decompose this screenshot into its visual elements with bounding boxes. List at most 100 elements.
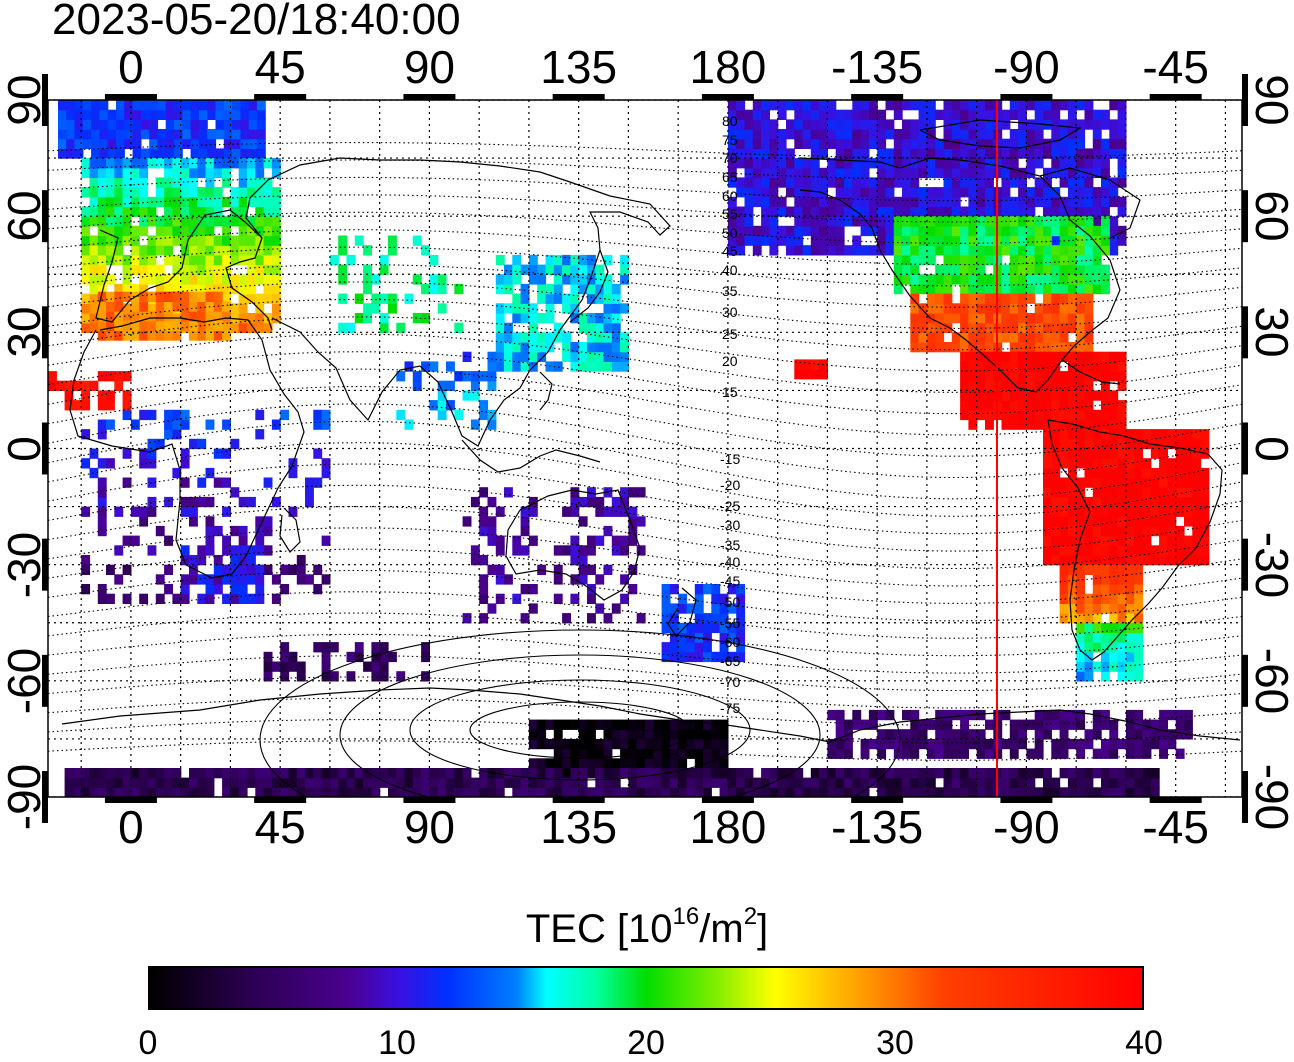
tec-cell [1026,787,1036,797]
tec-cell [827,748,837,759]
tec-cell [255,787,265,797]
tec-cell [64,400,74,411]
tec-cell [107,109,117,120]
tec-cell [694,738,704,750]
contour-label: -15 [720,451,740,467]
tec-cell [1142,458,1152,469]
tec-cell [114,158,124,169]
tec-cell [1001,380,1011,391]
tec-cell [238,593,248,604]
tec-cell [910,196,920,208]
tec-cell [553,564,563,575]
tec-cell [66,119,76,130]
tec-cell [1109,100,1119,111]
tec-cell [147,330,157,341]
tec-cell [421,361,430,372]
tec-cell [893,100,903,111]
tec-cell [1125,535,1135,546]
tec-cell [620,332,629,343]
tec-cell [495,506,505,517]
tec-cell [1059,496,1069,508]
tec-cell [1192,545,1202,556]
tec-cell [1034,729,1044,740]
tec-cell [1076,129,1086,140]
tec-cell [247,593,256,604]
tec-cell [1092,642,1102,653]
tec-cell [97,187,107,198]
tec-cell [1001,196,1011,208]
tec-cell [587,313,596,324]
tec-cell [960,283,969,295]
tec-cell [926,225,936,237]
tec-cell [1034,119,1044,130]
tec-cell [1067,322,1077,333]
tec-cell [122,409,132,421]
tec-cell [960,148,969,159]
tec-cell [1001,187,1011,198]
tec-cell [1034,283,1044,295]
tec-cell [1092,661,1102,672]
tec-cell [255,167,265,179]
contour-label: -25 [720,498,740,514]
tec-cell [321,671,331,682]
tec-cell [985,371,994,382]
tec-cell [1117,177,1127,188]
tec-cell [902,709,911,721]
tec-cell [122,330,132,341]
tec-cell [636,516,646,527]
tec-cell [147,438,157,450]
tec-cell [802,187,812,198]
tec-cell [197,311,207,322]
tec-cell [256,100,266,111]
tec-cell [545,719,555,730]
bottom-tick-bar [552,797,605,803]
tec-cell [578,768,588,779]
tec-cell [1175,438,1185,450]
tec-cell [130,787,140,797]
tec-cell [628,768,638,779]
tec-cell [1117,419,1127,430]
tec-cell [1001,409,1011,421]
tec-cell [1009,390,1019,401]
tec-cell [761,119,770,130]
tec-cell [1018,322,1027,333]
tec-cell [1018,216,1027,227]
tec-cell [926,148,936,159]
tec-cell [968,768,978,779]
tec-cell [1101,467,1110,479]
tec-cell [429,361,439,372]
tec-cell [1184,467,1193,479]
tec-cell [1067,138,1077,149]
tec-cell [271,496,281,508]
tec-cell [238,187,248,198]
tec-cell [1067,438,1077,450]
right-lat-tick-label: -90 [1246,763,1294,831]
tec-cell [727,632,737,643]
tec-cell [885,196,895,208]
tec-cell [147,320,157,331]
tec-cell [968,332,978,343]
tec-cell [1167,535,1177,546]
tec-cell [280,409,290,421]
tec-cell [1084,148,1094,159]
tec-cell [727,216,737,227]
tec-cell [205,330,215,341]
tec-cell [1117,380,1127,391]
tec-cell [106,564,115,575]
geomagnetic-contour [48,697,1242,726]
tec-cell [487,496,497,508]
tec-cell [180,264,190,275]
tec-cell [935,225,945,237]
tec-cell [1092,487,1102,498]
tec-cell [686,642,696,653]
tec-cell [1034,148,1044,159]
tec-cell [230,283,240,295]
tec-cell [198,100,208,111]
tec-cell [222,477,231,488]
tec-cell [139,330,149,341]
tec-cell [528,758,538,769]
tec-cell [603,293,613,304]
tec-cell [180,555,190,566]
tec-cell [985,177,994,188]
tec-cell [703,622,712,634]
